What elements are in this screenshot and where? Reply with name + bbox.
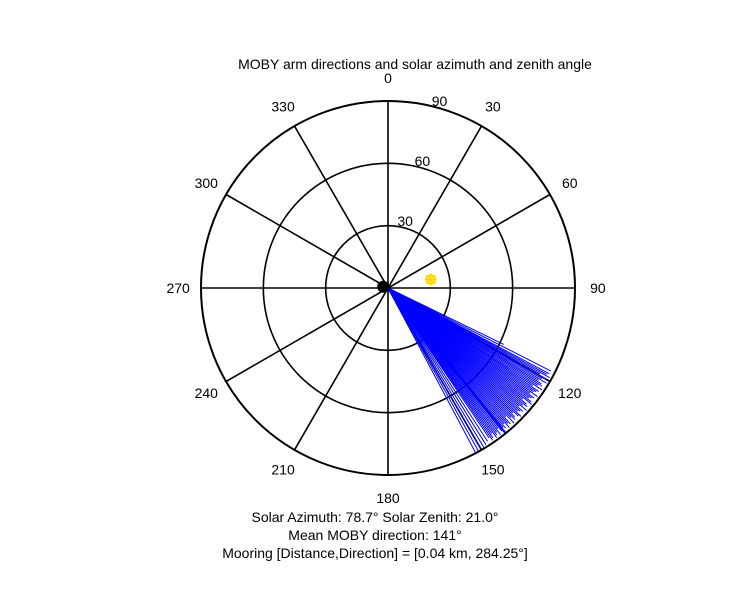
sun-marker-ray [426, 274, 436, 285]
angle-tick-label: 300 [195, 175, 219, 191]
solar-caption: Solar Azimuth: 78.7° Solar Zenith: 21.0° [251, 509, 499, 525]
angle-tick-label: 210 [271, 462, 295, 478]
moby-arm-ray [387, 287, 552, 372]
moby-direction-caption: Mean MOBY direction: 141° [288, 527, 462, 543]
polar-tick-labels: 0 30 60 90 120 150 180 210 240 270 300 330 30 60 90 [166, 70, 605, 506]
radial-tick-label: 60 [415, 153, 431, 169]
angle-tick-label: 180 [376, 490, 400, 506]
angle-tick-label: 330 [271, 98, 295, 114]
moby-arm-ray [387, 287, 477, 454]
mooring-marker [377, 280, 390, 293]
moby-arm-ray [387, 287, 485, 449]
angle-tick-label: 240 [195, 385, 219, 401]
radial-tick-label: 30 [397, 213, 413, 229]
polar-markers [377, 273, 437, 293]
moby-arm-ray [387, 287, 489, 442]
angle-tick-label: 120 [558, 385, 582, 401]
moby-arm-ray [387, 287, 487, 446]
angle-tick-label: 0 [384, 70, 392, 86]
moby-arm-ray [387, 287, 480, 452]
radial-tick-label: 90 [432, 93, 448, 109]
mooring-caption: Mooring [Distance,Direction] = [0.04 km,… [222, 545, 528, 561]
moby-arm-ray [387, 287, 481, 449]
angle-tick-label: 270 [166, 280, 190, 296]
moby-arm-rays [387, 287, 552, 454]
angle-tick-label: 30 [485, 98, 501, 114]
moby-arm-ray [387, 287, 490, 439]
chart-title: MOBY arm directions and solar azimuth an… [238, 56, 592, 72]
angle-tick-label: 150 [481, 462, 505, 478]
angle-tick-label: 60 [562, 175, 578, 191]
angle-tick-label: 90 [590, 280, 606, 296]
